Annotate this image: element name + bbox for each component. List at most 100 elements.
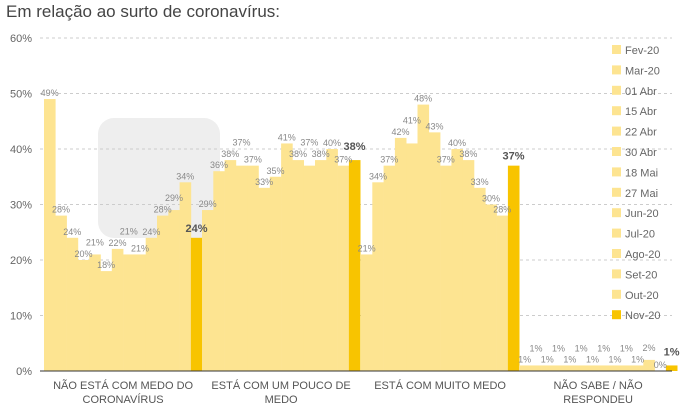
bar (168, 210, 180, 371)
data-label: 1% (563, 354, 576, 364)
legend-label: Jul-20 (625, 229, 655, 241)
legend-label: Nov-20 (625, 310, 660, 322)
data-label: 38% (459, 149, 477, 159)
data-label: 33% (471, 177, 489, 187)
bar (348, 160, 361, 371)
bar (474, 187, 486, 371)
data-label: 40% (448, 138, 466, 148)
legend-swatch (612, 310, 621, 320)
data-label: 37% (503, 151, 525, 163)
category-label: CORONAVÍRUS (83, 393, 164, 406)
data-label: 43% (425, 121, 443, 131)
data-label: 1% (529, 343, 542, 353)
bar (417, 104, 430, 371)
bar (123, 254, 135, 371)
y-tick-label: 60% (10, 33, 32, 45)
chart-title: Em relação ao surto de coronavírus: (6, 2, 281, 21)
bar (235, 165, 248, 371)
data-label: 21% (120, 226, 138, 236)
bar (586, 365, 599, 371)
bar (303, 165, 316, 371)
bar (77, 260, 90, 371)
legend-swatch (612, 208, 621, 218)
y-tick-label: 20% (10, 255, 32, 267)
data-label: 1% (631, 354, 644, 364)
data-label: 2% (642, 343, 655, 353)
legend-swatch (612, 269, 621, 279)
bar (451, 149, 463, 371)
legend-swatch (612, 147, 621, 156)
bar (519, 365, 531, 371)
bar (337, 165, 350, 371)
bar (202, 210, 214, 371)
data-label: 35% (266, 166, 284, 176)
legend-label: Jun-20 (625, 208, 659, 220)
bar (507, 165, 520, 371)
bar (258, 187, 271, 371)
bar (609, 365, 621, 371)
data-label: 42% (392, 127, 410, 137)
bar (134, 254, 146, 371)
legend-label: 30 Abr (625, 147, 657, 159)
category-label: NÃO SABE / NÃO (553, 379, 643, 392)
legend-swatch (612, 167, 621, 177)
data-label: 24% (186, 223, 208, 235)
category-label: ESTÁ COM MUITO MEDO (374, 379, 506, 392)
data-label: 1% (575, 343, 588, 353)
legend-swatch (612, 126, 621, 136)
legend-label: 01 Abr (625, 86, 657, 98)
bar (462, 160, 475, 371)
bar (485, 204, 497, 371)
data-label: 38% (344, 141, 366, 153)
data-label: 1% (609, 354, 622, 364)
data-label: 37% (334, 155, 352, 165)
bar (326, 149, 338, 371)
bar (383, 165, 396, 371)
legend-swatch (612, 65, 621, 75)
data-label: 37% (244, 155, 262, 165)
bar (372, 182, 384, 371)
y-tick-label: 40% (10, 144, 32, 156)
bar (496, 215, 509, 371)
data-label: 49% (41, 88, 59, 98)
bar (179, 182, 192, 371)
legend-swatch (612, 228, 621, 238)
bar (552, 365, 565, 371)
bar (247, 165, 259, 371)
data-label: 37% (233, 138, 251, 148)
data-label: 1% (586, 354, 599, 364)
bar (575, 365, 588, 371)
bar (665, 365, 678, 371)
bar (55, 215, 67, 371)
bar (598, 365, 610, 371)
data-label: 48% (414, 94, 432, 104)
bar (292, 160, 304, 371)
bar (361, 254, 373, 371)
legend-label: 15 Abr (625, 106, 657, 118)
data-label: 34% (369, 171, 387, 181)
category-label: ESTÁ COM UM POUCO DE (211, 379, 350, 392)
legend-label: Fev-20 (625, 45, 659, 57)
bar (406, 143, 418, 371)
bar (224, 160, 237, 371)
bar (111, 248, 124, 371)
data-label: 29% (199, 199, 217, 209)
legend-label: 22 Abr (625, 127, 657, 139)
data-label: 28% (52, 205, 70, 215)
data-label: 1% (552, 343, 565, 353)
legend-swatch (612, 289, 621, 299)
bar (564, 365, 576, 371)
bar (145, 237, 158, 371)
data-label: 28% (154, 205, 172, 215)
legend-swatch (612, 85, 621, 95)
data-label: 21% (131, 243, 149, 253)
bar (541, 365, 554, 371)
category-label: RESPONDEU (563, 394, 633, 406)
legend-label: 18 Mai (625, 167, 658, 179)
bar (89, 254, 101, 371)
legend-label: Mar-20 (625, 65, 660, 77)
legend-swatch (612, 106, 621, 116)
data-label: 22% (108, 238, 126, 248)
data-label: 37% (380, 155, 398, 165)
data-label: 41% (278, 132, 296, 142)
